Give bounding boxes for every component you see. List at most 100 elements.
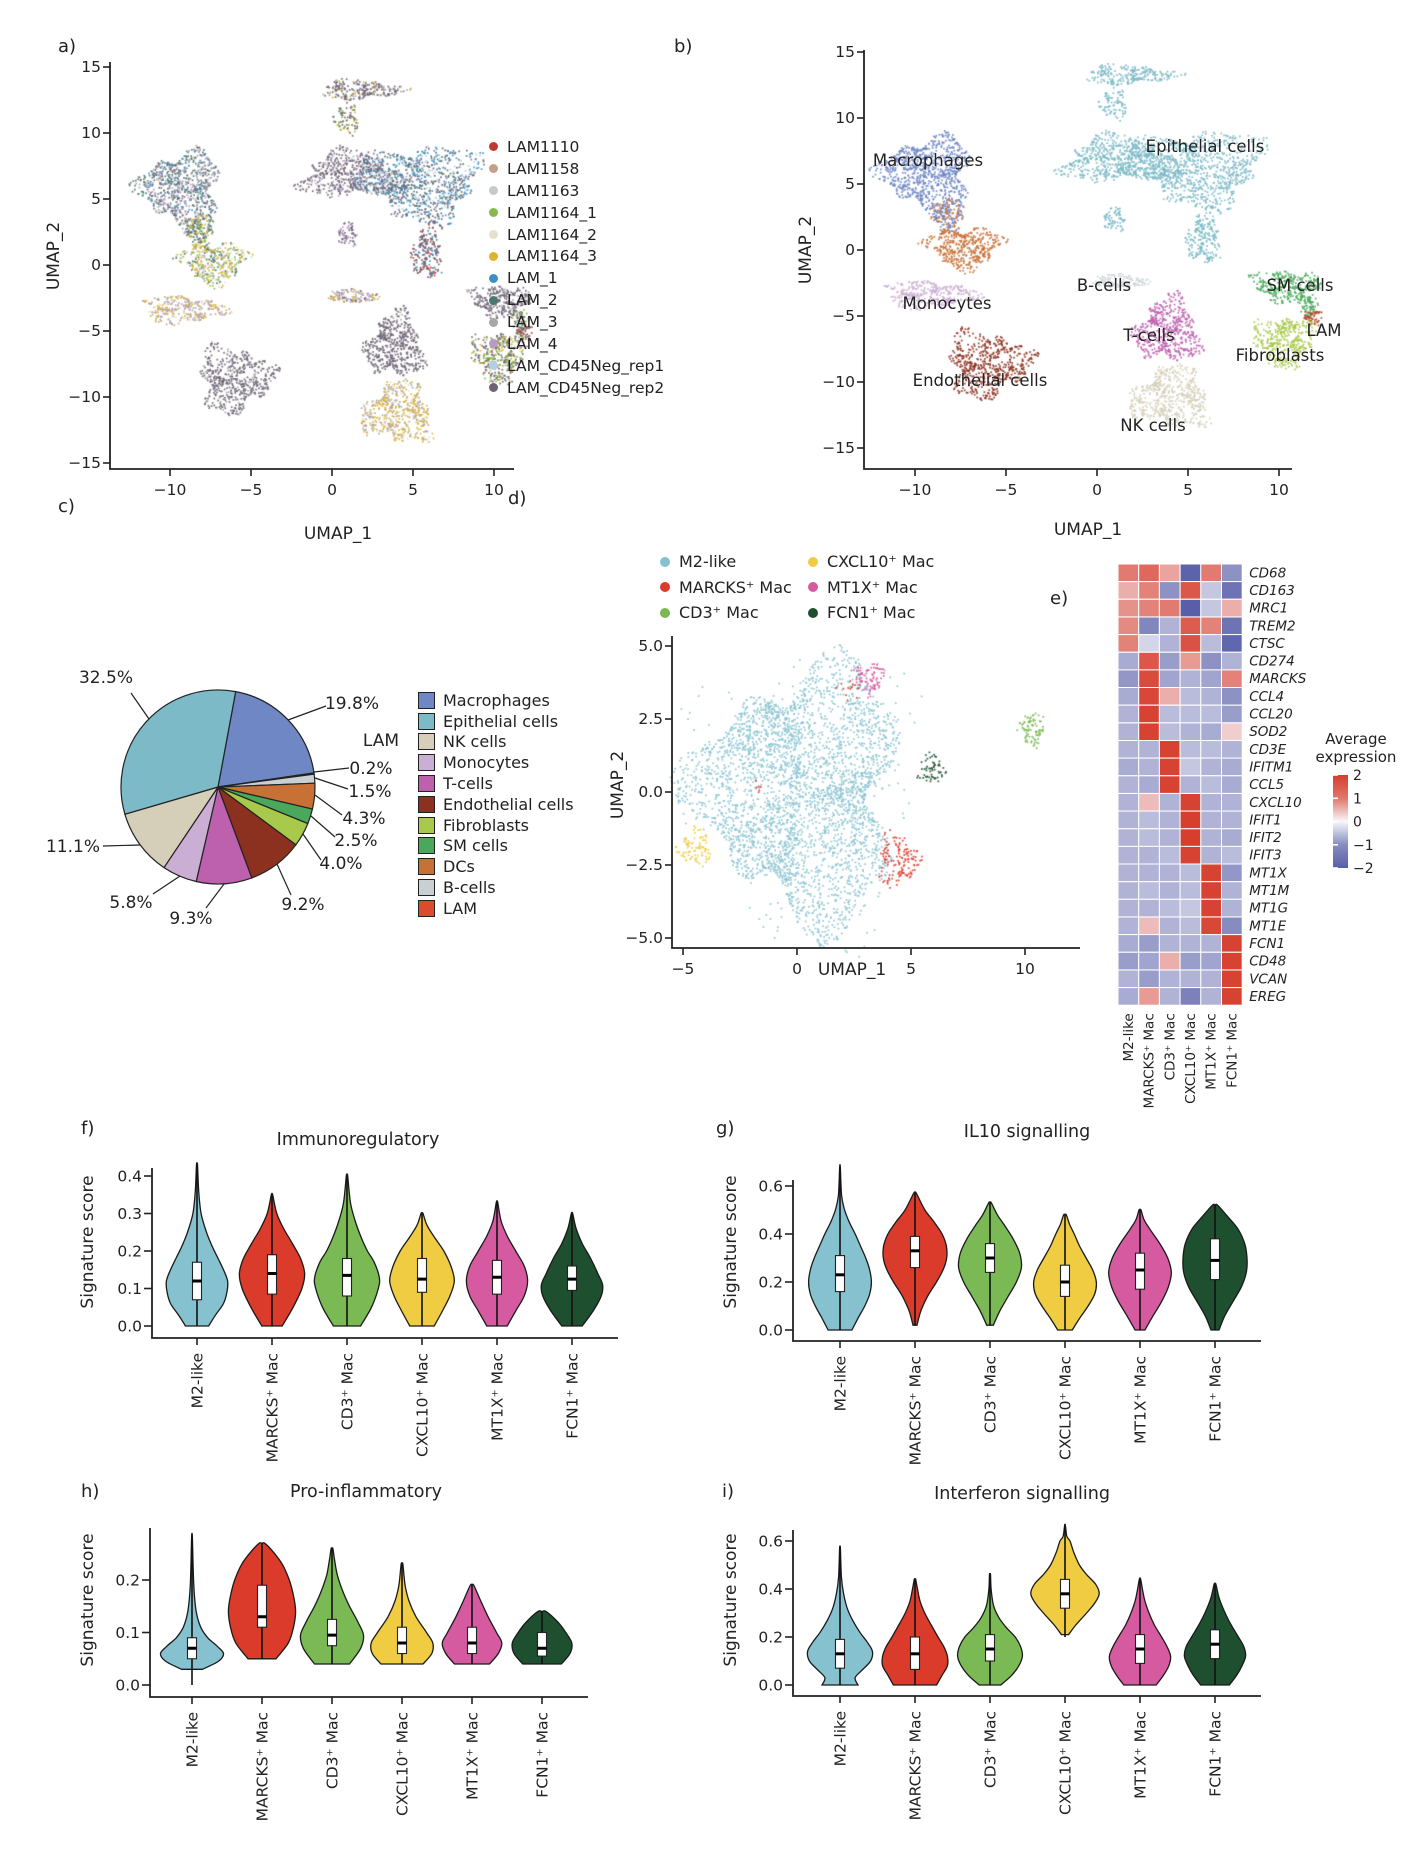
panel-letter-a: a) [58,36,77,57]
violin-category-label: CD3⁺ Mac [339,1353,357,1430]
legend-dot [489,295,498,305]
pie-slice [217,782,316,810]
legend-label: Fibroblasts [443,815,530,835]
svg-text:1.5%: 1.5% [348,782,391,802]
violin-category-label: MARCKS⁺ Mac [254,1712,272,1821]
legend-item: SM cells [418,836,574,857]
heatmap-row [1117,881,1243,900]
panel-letter-b: b) [674,36,693,57]
legend-label: LAM_4 [507,334,558,353]
svg-text:MT1X: MT1X [1249,865,1287,881]
svg-text:11.1%: 11.1% [46,837,100,857]
violin-category-label: MT1X⁺ Mac [1132,1356,1150,1444]
svg-text:0.0: 0.0 [117,1318,142,1336]
legend-item: LAM [418,898,574,919]
sample-legend: LAM1110 LAM1158 LAM1163 LAM1164_1 LAM1164_2 L… [489,136,664,399]
svg-text:CXCL10: CXCL10 [1249,795,1302,811]
svg-text:MT1X⁺ Mac: MT1X⁺ Mac [1204,1013,1220,1090]
violin [465,1200,529,1327]
legend-label: B-cells [443,878,496,898]
legend-swatch [418,775,435,793]
violin-category-label: CD3⁺ Mac [324,1712,342,1789]
violin [370,1562,434,1665]
a-xaxis-title: UMAP_1 [303,524,373,544]
colorbar-title-line2: expression [1315,748,1397,766]
svg-text:10: 10 [835,109,855,127]
svg-text:15: 15 [835,43,855,61]
legend-dot [489,142,498,152]
legend-item: LAM1164_1 [489,202,664,224]
violin-category-label: M2-like [832,1711,850,1766]
violin [389,1212,455,1327]
panel-d-axes-labels: 5.02.50.0−2.5−5.0−5 0 5 10 [625,637,1035,978]
legend-label: Endothelial cells [443,794,574,814]
pie-slice [124,785,220,869]
interferon-signalling-title: Interferon signalling [934,1484,1110,1504]
svg-text:CD3⁺ Mac: CD3⁺ Mac [1162,1013,1178,1080]
violin [882,1191,948,1326]
violin [956,1572,1024,1686]
violin [806,1545,874,1686]
pie-slice [217,690,315,788]
violin [441,1583,503,1665]
legend-item: LAM_4 [489,333,664,355]
legend-item: DCs [418,856,574,877]
legend-label: MT1X⁺ Mac [827,577,918,597]
svg-text:0.4: 0.4 [758,1226,783,1244]
legend-item: LAM_CD45Neg_rep1 [489,355,664,377]
f-yaxis-title: Signature score [78,1175,98,1309]
svg-text:−10: −10 [154,481,187,499]
svg-text:0: 0 [91,256,101,274]
colorbar-title-line1: Average [1325,730,1387,748]
legend-swatch [418,712,435,730]
svg-text:B-cells: B-cells [1077,276,1131,295]
g-yaxis-title: Signature score [721,1175,741,1309]
violin-category-label: CXCL10⁺ Mac [1057,1711,1075,1815]
svg-text:−5: −5 [672,960,695,978]
legend-item: CXCL10⁺ Mac [808,549,934,575]
legend-item: LAM_3 [489,311,664,333]
svg-text:TREM2: TREM2 [1249,618,1295,634]
heatmap-row [1117,898,1243,918]
svg-text:NK cells: NK cells [1120,416,1185,435]
legend-item: LAM1158 [489,158,664,180]
pie-slice [120,689,237,815]
legend-label: LAM_1 [507,269,558,288]
violin [807,1164,873,1331]
svg-text:10: 10 [484,481,504,499]
svg-text:CTSC: CTSC [1249,636,1285,652]
svg-text:CD48: CD48 [1249,954,1286,970]
svg-text:T-cells: T-cells [1122,326,1175,345]
legend-item: T-cells [418,773,574,794]
svg-text:10: 10 [81,124,101,142]
svg-text:Macrophages: Macrophages [873,151,983,170]
legend-label: CD3⁺ Mac [679,603,759,623]
legend-item: NK cells [418,732,574,753]
heatmap-row [1117,775,1243,794]
svg-text:0.2: 0.2 [758,1629,783,1647]
svg-text:5.8%: 5.8% [109,893,152,913]
legend-label: LAM_CD45Neg_rep2 [507,378,665,397]
celltype-annotations: Macrophages Monocytes Endothelial cells Epi… [873,137,1342,435]
violin [511,1610,573,1665]
heatmap-row [1117,616,1243,636]
svg-text:−10: −10 [822,373,855,391]
legend-label: M2-like [679,552,737,572]
svg-text:IFIT2: IFIT2 [1249,830,1282,846]
expression-colorbar: 2 1 0 −1 −2 [1333,768,1374,877]
b-xaxis-title: UMAP_1 [1053,520,1123,540]
svg-text:−15: −15 [68,454,101,472]
panel-letter-i: i) [722,1481,735,1502]
panel-letter-c: c) [58,496,75,517]
legend-dot [660,556,670,567]
legend-item: Fibroblasts [418,815,574,836]
legend-swatch [418,795,435,813]
svg-text:9.2%: 9.2% [281,895,324,915]
d-yaxis-title: UMAP_2 [608,750,628,820]
panel-letter-g: g) [716,1118,735,1139]
legend-label: LAM1163 [507,181,580,200]
heatmap-column-labels: M2-like MARCKS⁺ Mac CD3⁺ Mac CXCL10⁺ Mac MT1… [1121,1013,1241,1108]
svg-text:IFIT3: IFIT3 [1249,848,1282,864]
